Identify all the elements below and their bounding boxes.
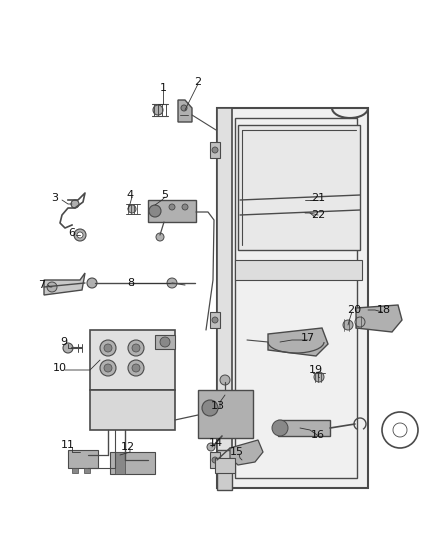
Text: 4: 4 (127, 190, 134, 200)
Circle shape (181, 105, 187, 111)
Circle shape (314, 372, 324, 382)
Bar (148, 200, 196, 222)
Bar (278, 420, 330, 436)
Bar (115, 452, 125, 474)
Text: 14: 14 (209, 438, 223, 448)
Bar (110, 452, 155, 474)
Text: 8: 8 (127, 278, 134, 288)
Text: 17: 17 (301, 333, 315, 343)
Circle shape (220, 375, 230, 385)
Polygon shape (217, 450, 232, 490)
Text: 19: 19 (309, 365, 323, 375)
Circle shape (212, 147, 218, 153)
Bar (68, 450, 98, 468)
Text: 2: 2 (194, 77, 201, 87)
Text: 11: 11 (61, 440, 75, 450)
Bar (72, 468, 78, 473)
Circle shape (149, 205, 161, 217)
Polygon shape (217, 108, 368, 488)
Circle shape (207, 443, 215, 451)
Circle shape (212, 317, 218, 323)
Text: 20: 20 (347, 305, 361, 315)
Text: 21: 21 (311, 193, 325, 203)
Text: 12: 12 (121, 442, 135, 452)
Text: 3: 3 (52, 193, 59, 203)
Bar (210, 452, 220, 468)
Circle shape (77, 232, 83, 238)
Text: 1: 1 (159, 83, 166, 93)
Bar (90, 390, 175, 430)
Text: 15: 15 (230, 447, 244, 457)
Circle shape (104, 364, 112, 372)
Circle shape (71, 200, 79, 208)
Circle shape (355, 317, 365, 327)
Circle shape (132, 344, 140, 352)
Circle shape (153, 105, 163, 115)
Circle shape (156, 233, 164, 241)
Bar (155, 335, 175, 349)
Bar (90, 330, 175, 390)
Text: 6: 6 (68, 228, 75, 238)
Circle shape (272, 420, 288, 436)
Text: 7: 7 (39, 280, 46, 290)
Text: 18: 18 (377, 305, 391, 315)
Circle shape (74, 229, 86, 241)
Polygon shape (217, 108, 232, 488)
Circle shape (128, 360, 144, 376)
Circle shape (128, 340, 144, 356)
Circle shape (104, 344, 112, 352)
Polygon shape (44, 273, 85, 295)
Bar (235, 118, 357, 478)
Polygon shape (235, 260, 362, 280)
Circle shape (128, 205, 136, 213)
Bar (215, 458, 235, 473)
Bar (210, 312, 220, 328)
Circle shape (169, 204, 175, 210)
Polygon shape (268, 328, 328, 356)
Polygon shape (356, 305, 402, 332)
Circle shape (160, 337, 170, 347)
Circle shape (132, 364, 140, 372)
Polygon shape (178, 100, 192, 122)
Polygon shape (238, 125, 360, 250)
Circle shape (182, 204, 188, 210)
Circle shape (63, 343, 73, 353)
Text: 13: 13 (211, 401, 225, 411)
Circle shape (47, 282, 57, 292)
Text: 10: 10 (53, 363, 67, 373)
Circle shape (100, 340, 116, 356)
Polygon shape (230, 440, 263, 465)
Circle shape (87, 278, 97, 288)
Bar (84, 468, 90, 473)
Circle shape (343, 320, 353, 330)
Text: 9: 9 (60, 337, 67, 347)
Circle shape (167, 278, 177, 288)
Circle shape (212, 457, 218, 463)
Text: 22: 22 (311, 210, 325, 220)
Circle shape (100, 360, 116, 376)
Circle shape (202, 400, 218, 416)
Bar (198, 390, 253, 438)
Text: 5: 5 (162, 190, 169, 200)
Text: 16: 16 (311, 430, 325, 440)
Bar (210, 142, 220, 158)
